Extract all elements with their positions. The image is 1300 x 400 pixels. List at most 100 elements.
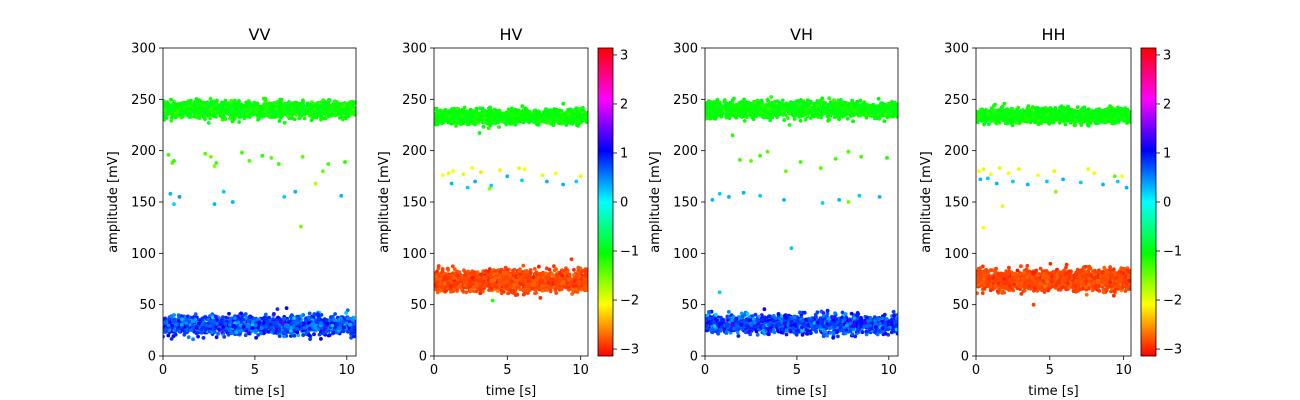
scatter-point bbox=[164, 104, 169, 109]
scatter-point bbox=[232, 323, 237, 328]
scatter-point bbox=[247, 331, 251, 335]
scatter-point bbox=[575, 117, 580, 122]
scatter-point bbox=[326, 113, 331, 118]
scatter-point bbox=[343, 115, 348, 120]
scatter-point bbox=[282, 120, 287, 125]
scatter-point bbox=[449, 121, 454, 126]
scatter-point bbox=[444, 116, 448, 121]
scatter-point bbox=[248, 101, 253, 106]
scatter-point bbox=[343, 160, 347, 164]
scatter-point bbox=[191, 325, 196, 330]
scatter-point bbox=[204, 327, 209, 331]
scatter-point bbox=[342, 101, 346, 106]
scatter-point bbox=[585, 111, 588, 115]
scatter-point bbox=[271, 107, 276, 112]
scatter-point bbox=[221, 189, 226, 194]
scatter-point bbox=[534, 119, 539, 124]
scatter-point bbox=[282, 334, 286, 339]
scatter-point bbox=[277, 119, 282, 123]
scatter-point bbox=[518, 109, 523, 114]
scatter-point bbox=[344, 311, 348, 315]
scatter-point bbox=[315, 320, 319, 325]
scatter-point bbox=[564, 119, 569, 124]
y-tick-label: 200 bbox=[131, 144, 156, 159]
scatter-point bbox=[275, 307, 280, 311]
scatter-point bbox=[236, 320, 241, 325]
scatter-point bbox=[191, 319, 196, 324]
scatter-point bbox=[317, 110, 322, 115]
scatter-point bbox=[192, 108, 197, 113]
scatter-point bbox=[274, 324, 278, 329]
scatter-point bbox=[350, 331, 354, 335]
y-tick-label: 0 bbox=[148, 350, 156, 365]
scatter-point bbox=[542, 117, 547, 122]
scatter-point bbox=[243, 105, 248, 109]
scatter-point bbox=[259, 331, 263, 336]
scatter-point bbox=[282, 316, 286, 321]
scatter-point bbox=[267, 103, 271, 107]
scatter-point bbox=[228, 322, 232, 327]
scatter-point bbox=[449, 116, 454, 121]
scatter-point bbox=[230, 119, 235, 124]
scatter-point bbox=[277, 326, 282, 331]
x-axis-label: time [s] bbox=[234, 384, 284, 399]
scatter-point bbox=[308, 337, 312, 341]
scatter-point bbox=[269, 156, 274, 160]
scatter-point bbox=[318, 107, 323, 111]
scatter-point bbox=[468, 107, 473, 112]
scatter-point bbox=[230, 200, 235, 204]
scatter-point bbox=[339, 105, 344, 110]
scatter-point bbox=[289, 322, 294, 326]
scatter-point bbox=[227, 328, 232, 333]
scatter-point bbox=[552, 113, 557, 117]
scatter-point bbox=[247, 159, 252, 163]
scatter-point bbox=[240, 150, 244, 155]
scatter-point bbox=[194, 331, 199, 336]
scatter-point bbox=[208, 319, 213, 324]
band-0 bbox=[434, 101, 588, 135]
scatter-point bbox=[227, 311, 231, 316]
scatter-point bbox=[249, 113, 254, 117]
scatter-point bbox=[532, 117, 536, 121]
scatter-point bbox=[459, 118, 463, 123]
scatter-point bbox=[164, 116, 169, 120]
scatter-point bbox=[273, 321, 277, 325]
scatter-point bbox=[292, 316, 296, 320]
scatter-point bbox=[245, 112, 250, 117]
scatter-point bbox=[167, 317, 172, 322]
scatter-point bbox=[566, 116, 570, 121]
y-tick-label: 300 bbox=[131, 42, 156, 57]
scatter-point bbox=[330, 323, 335, 328]
scatter-point bbox=[542, 110, 546, 115]
scatter-point bbox=[321, 169, 325, 174]
scatter-point bbox=[569, 109, 574, 114]
scatter-point bbox=[256, 117, 260, 122]
band-1 bbox=[163, 306, 356, 342]
scatter-point bbox=[283, 327, 288, 332]
scatter-point bbox=[198, 99, 203, 104]
scatter-point bbox=[495, 109, 500, 113]
scatter-point bbox=[561, 112, 566, 117]
scatter-point bbox=[193, 100, 197, 104]
scatter-point bbox=[259, 104, 263, 109]
scatter-point bbox=[473, 118, 477, 122]
scatter-point bbox=[435, 113, 440, 117]
scatter-point bbox=[325, 107, 330, 112]
scatter-point bbox=[461, 121, 466, 126]
scatter-point bbox=[229, 100, 233, 105]
scatter-point bbox=[236, 326, 241, 330]
scatter-point bbox=[223, 322, 228, 326]
scatter-point bbox=[452, 267, 457, 271]
scatter-point bbox=[296, 108, 300, 113]
x-tick-label: 10 bbox=[339, 363, 356, 378]
scatter-point bbox=[177, 195, 182, 199]
scatter-point bbox=[180, 327, 185, 332]
scatter-point bbox=[510, 121, 514, 126]
scatter-point bbox=[172, 159, 176, 163]
scatter-point bbox=[339, 112, 343, 117]
scatter-point bbox=[212, 164, 217, 169]
scatter-point bbox=[166, 152, 171, 157]
scatter-point bbox=[203, 106, 208, 111]
scatter-point bbox=[292, 102, 296, 107]
